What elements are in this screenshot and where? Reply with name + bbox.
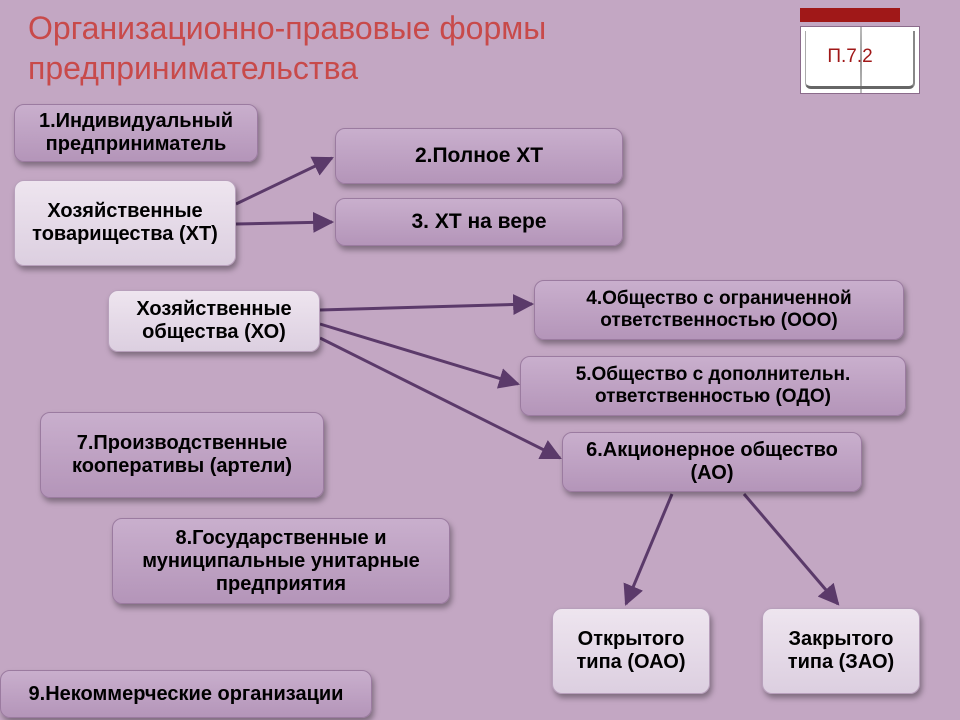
node-n5: 5.Общество с дополнительн. ответственнос… [520, 356, 906, 416]
node-n7: 7.Производственные кооперативы (артели) [40, 412, 324, 498]
node-n4: 4.Общество с ограниченной ответственност… [534, 280, 904, 340]
node-n1: 1.Индивидуальный предприниматель [14, 104, 258, 162]
node-xo: Хозяйственные общества (ХО) [108, 290, 320, 352]
page-title: Организационно-правовые формы предприним… [28, 8, 546, 88]
node-zao: Закрытого типа (ЗАО) [762, 608, 920, 694]
node-n8: 8.Государственные и муниципальные унитар… [112, 518, 450, 604]
arrow-5 [626, 494, 672, 604]
title-line-1: Организационно-правовые формы [28, 10, 546, 46]
arrow-6 [744, 494, 838, 604]
badge-bar [800, 8, 900, 22]
arrow-1 [236, 222, 332, 224]
node-n9: 9.Некоммерческие организации [0, 670, 372, 718]
node-xt: Хозяйственные товарищества (ХТ) [14, 180, 236, 266]
page-reference-badge: П.7.2 [800, 8, 920, 108]
node-n2: 2.Полное ХТ [335, 128, 623, 184]
page-reference-label: П.7.2 [800, 46, 900, 68]
title-line-2: предпринимательства [28, 50, 358, 86]
node-n3: 3. ХТ на вере [335, 198, 623, 246]
arrow-0 [236, 158, 332, 204]
arrow-3 [320, 324, 518, 384]
node-n6: 6.Акционерное общество (АО) [562, 432, 862, 492]
node-oao: Открытого типа (ОАО) [552, 608, 710, 694]
arrow-2 [320, 304, 532, 310]
